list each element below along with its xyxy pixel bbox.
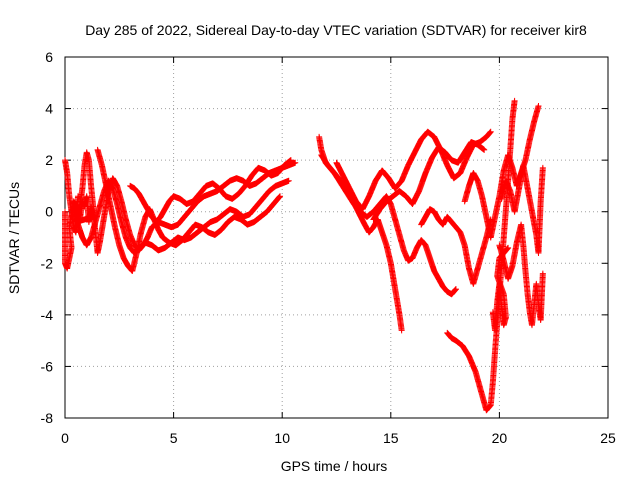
- y-tick-label: 4: [45, 101, 53, 117]
- data-marks: [62, 97, 546, 414]
- y-tick-label: -2: [41, 255, 54, 271]
- x-tick-label: 5: [170, 430, 178, 446]
- series-trace-k: [461, 102, 542, 241]
- data-point: [452, 286, 459, 293]
- y-tick-labels: -8 -6 -4 -2 0 2 4 6: [41, 49, 54, 426]
- y-tick-label: -8: [41, 410, 54, 426]
- data-point: [277, 193, 284, 200]
- y-tick-label: -4: [41, 307, 54, 323]
- x-tick-label: 25: [600, 430, 616, 446]
- y-axis-label: SDTVAR / TECUs: [6, 182, 22, 294]
- data-point: [276, 193, 283, 200]
- series-trace-i: [418, 206, 494, 287]
- series-trace-d: [127, 157, 294, 226]
- series-trace-c: [94, 146, 284, 275]
- y-tick-label: 2: [45, 152, 53, 168]
- x-tick-label: 20: [492, 430, 508, 446]
- y-tick-label: 6: [45, 49, 53, 65]
- x-tick-label: 15: [383, 430, 399, 446]
- axis-ticks: [64, 56, 609, 419]
- data-point: [292, 159, 299, 166]
- x-axis-label: GPS time / hours: [281, 458, 388, 474]
- data-point: [398, 327, 405, 334]
- series-trace-o: [489, 244, 512, 334]
- x-tick-label: 0: [61, 430, 69, 446]
- y-tick-label: 0: [45, 204, 53, 220]
- x-tick-labels: 0 5 10 15 20 25: [61, 430, 616, 446]
- data-point: [287, 157, 294, 164]
- y-tick-label: -6: [41, 358, 54, 374]
- data-point: [276, 194, 283, 201]
- data-point: [285, 177, 292, 184]
- chart-title: Day 285 of 2022, Sidereal Day-to-day VTE…: [85, 22, 587, 38]
- x-tick-label: 10: [274, 430, 290, 446]
- series-trace-f: [318, 151, 459, 298]
